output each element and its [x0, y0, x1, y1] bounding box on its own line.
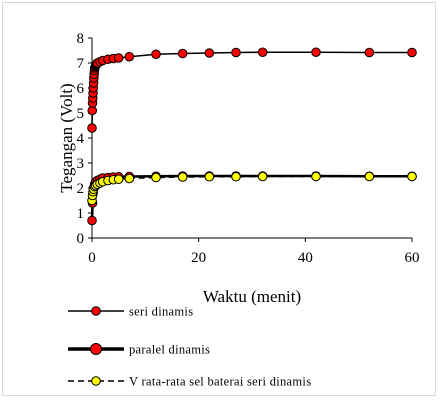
legend-label: seri dinamis	[129, 305, 193, 319]
data-point	[124, 173, 135, 184]
y-tick-label: 0	[77, 231, 85, 247]
series-line	[91, 175, 412, 201]
data-point	[204, 171, 215, 182]
x-ticks: 0 20 40 60	[88, 238, 420, 266]
data-point	[151, 172, 161, 183]
data-point	[151, 49, 161, 60]
y-tick-label: 5	[77, 106, 85, 122]
data-point	[231, 47, 241, 58]
x-tick-label: 20	[191, 250, 206, 266]
x-axis-title: Waktu (menit)	[203, 287, 301, 306]
y-tick-label: 4	[77, 131, 85, 147]
data-point	[257, 171, 268, 182]
data-point	[364, 171, 375, 182]
chart-frame	[2, 2, 436, 396]
y-tick-label: 7	[77, 56, 85, 72]
axes	[91, 38, 412, 239]
y-ticks: 0 1 2 3 4 5 6 7 8	[77, 31, 92, 247]
x-tick-label: 40	[298, 250, 313, 266]
data-point	[311, 47, 321, 58]
legend-marker	[90, 343, 102, 355]
data-point	[113, 53, 124, 63]
y-tick-label: 3	[77, 156, 85, 172]
y-tick-label: 1	[77, 206, 85, 222]
legend-marker	[91, 376, 101, 386]
series-1	[87, 47, 417, 133]
data-point	[113, 174, 124, 185]
legend-item: seri dinamis	[68, 305, 193, 319]
data-point	[177, 48, 188, 59]
data-point	[204, 48, 215, 58]
x-tick-label: 60	[405, 250, 420, 266]
data-point	[231, 171, 241, 182]
series-layer	[87, 47, 417, 226]
y-axis-title: Tegangan (Volt)	[57, 83, 76, 192]
data-point	[177, 172, 188, 182]
legend-label: V rata-rata sel baterai seri dinamis	[129, 375, 311, 389]
data-point	[407, 47, 417, 58]
data-point	[257, 47, 268, 58]
y-tick-label: 2	[77, 181, 85, 197]
series-line	[90, 174, 412, 221]
y-tick-label: 6	[77, 81, 85, 97]
data-point	[311, 171, 321, 182]
data-point	[407, 171, 417, 182]
data-point	[364, 47, 375, 58]
x-tick-label: 0	[88, 250, 96, 266]
legend-item: V rata-rata sel baterai seri dinamis	[68, 375, 311, 389]
y-tick-label: 8	[77, 31, 85, 47]
data-point	[87, 215, 97, 226]
legend-label: paralel dinamis	[129, 343, 210, 357]
data-point	[124, 51, 135, 62]
data-point	[87, 123, 97, 133]
legend: seri dinamis paralel dinamis V rata-rata s…	[68, 305, 311, 389]
series-3	[87, 171, 417, 206]
legend-marker	[91, 306, 101, 316]
series-line	[91, 51, 412, 129]
legend-item: paralel dinamis	[68, 343, 210, 357]
